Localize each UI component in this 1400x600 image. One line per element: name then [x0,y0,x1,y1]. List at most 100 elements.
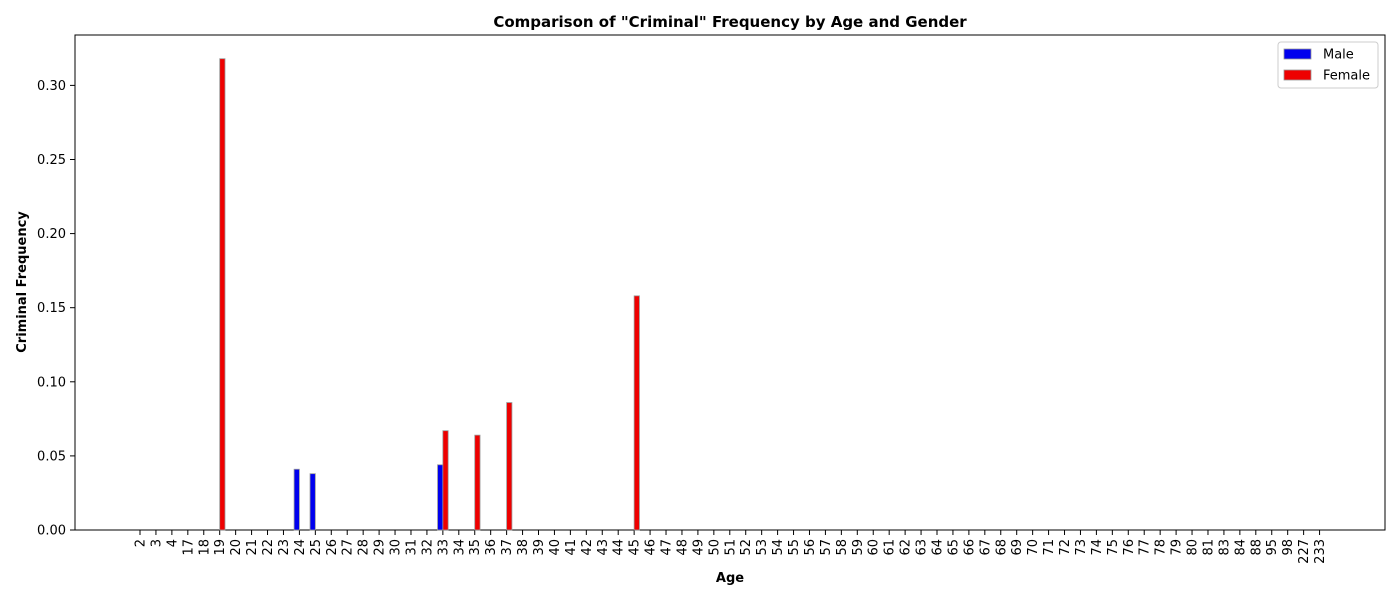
x-tick-label: 54 [771,539,786,556]
legend-label-female: Female [1323,69,1370,84]
x-tick-label: 81 [1201,539,1216,556]
bars-group [219,58,640,531]
x-tick-label: 44 [612,539,627,556]
x-tick-label: 55 [787,539,802,556]
x-tick-label: 77 [1138,539,1153,556]
x-tick-label: 59 [851,539,866,556]
x-tick-label: 233 [1313,539,1328,564]
x-tick-label: 78 [1154,539,1169,556]
x-tick-label: 46 [644,539,659,556]
x-tick-label: 60 [867,539,882,556]
legend-label-male: Male [1323,48,1354,63]
x-tick-label: 72 [1058,539,1073,556]
legend-swatch-male [1283,48,1312,60]
x-tick-label: 47 [660,539,675,556]
x-tick-label: 22 [261,539,276,556]
x-tick-label: 48 [675,539,690,556]
x-tick-label: 24 [293,539,308,556]
legend-swatch-female [1283,69,1312,81]
x-tick-label: 27 [341,539,356,556]
x-tick-label: 79 [1170,539,1185,556]
x-tick-label: 2 [134,539,149,547]
bar-female-45 [633,295,640,531]
x-tick-label: 29 [373,539,388,556]
x-tick-label: 49 [691,539,706,556]
x-tick-label: 66 [962,539,977,556]
y-axis-ticks: 0.00 0.05 0.10 0.15 0.20 0.25 0.30 [37,79,75,539]
x-tick-label: 3 [149,539,164,547]
x-tick-label: 35 [468,539,483,556]
x-tick-label: 51 [723,539,738,556]
chart-title: Comparison of "Criminal" Frequency by Ag… [493,13,967,31]
x-tick-label: 36 [484,539,499,556]
x-tick-label: 42 [580,539,595,556]
x-tick-label: 28 [357,539,372,556]
x-tick-label: 52 [739,539,754,556]
y-tick-label: 0.00 [37,524,66,539]
x-tick-label: 31 [404,539,419,556]
x-tick-label: 56 [803,539,818,556]
x-tick-label: 43 [596,539,611,556]
x-tick-label: 80 [1186,539,1201,556]
x-tick-label: 19 [213,539,228,556]
x-tick-label: 70 [1026,539,1041,556]
x-tick-label: 18 [197,539,212,556]
x-tick-label: 69 [1010,539,1025,556]
x-tick-label: 32 [420,539,435,556]
x-tick-label: 61 [883,539,898,556]
x-tick-label: 17 [181,539,196,556]
bar-female-37 [506,402,513,531]
x-tick-label: 38 [516,539,531,556]
bar-female-19 [219,58,226,531]
x-tick-label: 26 [325,539,340,556]
x-tick-label: 84 [1233,539,1248,556]
x-tick-label: 83 [1217,539,1232,556]
x-tick-label: 20 [229,539,244,556]
x-tick-label: 34 [452,539,467,556]
x-tick-label: 95 [1265,539,1280,556]
x-tick-label: 33 [436,539,451,556]
x-tick-label: 71 [1042,539,1057,556]
x-tick-label: 41 [564,539,579,556]
x-tick-label: 53 [755,539,770,556]
legend: Male Female [1277,41,1379,89]
x-tick-label: 75 [1106,539,1121,556]
x-tick-label: 64 [931,539,946,556]
x-tick-label: 74 [1090,539,1105,556]
y-tick-label: 0.10 [37,375,66,390]
x-tick-label: 37 [500,539,515,556]
bar-female-35 [474,434,481,531]
x-tick-label: 65 [946,539,961,556]
x-tick-label: 68 [994,539,1009,556]
plot-frame [74,34,1386,531]
x-axis-ticks: 2 3 4 17 18 19 20 21 22 23 24 25 26 27 28 29 30 31 32 33 34 3… [134,530,1328,564]
x-tick-label: 57 [819,539,834,556]
x-tick-label: 227 [1297,539,1312,564]
x-tick-label: 67 [978,539,993,556]
x-tick-label: 73 [1074,539,1089,556]
x-tick-label: 23 [277,539,292,556]
x-tick-label: 88 [1249,539,1264,556]
x-tick-label: 45 [628,539,643,556]
plot-area [74,34,1386,531]
x-tick-label: 4 [165,539,180,547]
y-tick-label: 0.30 [37,79,66,94]
x-tick-label: 76 [1122,539,1137,556]
y-tick-label: 0.05 [37,449,66,464]
x-axis-label: Age [716,571,744,586]
bar-female-33 [442,430,449,531]
x-tick-label: 39 [532,539,547,556]
bar-male-33 [437,464,444,531]
bar-male-25 [309,473,316,531]
x-tick-label: 50 [707,539,722,556]
x-tick-label: 63 [915,539,930,556]
y-tick-label: 0.25 [37,153,66,168]
x-tick-label: 58 [835,539,850,556]
y-axis-label: Criminal Frequency [15,211,30,353]
x-tick-label: 98 [1281,539,1296,556]
y-tick-label: 0.15 [37,301,66,316]
y-tick-label: 0.20 [37,227,66,242]
x-tick-label: 25 [309,539,324,556]
x-tick-label: 40 [548,539,563,556]
